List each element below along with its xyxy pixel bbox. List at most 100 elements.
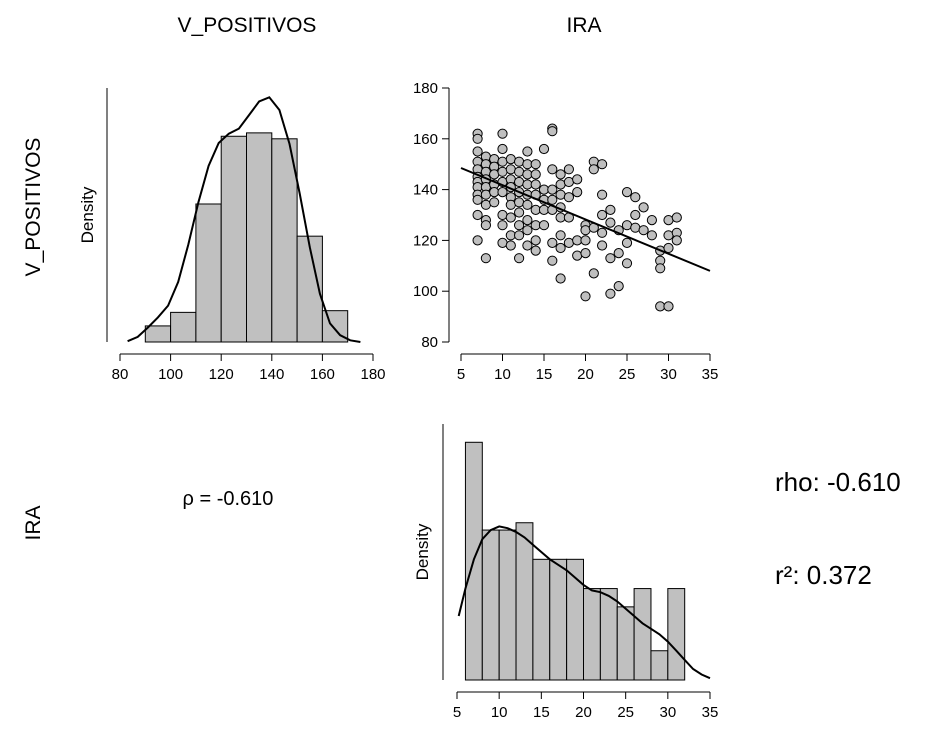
- histogram-v-positivos: Density 80 100 120 140 160 180: [78, 88, 386, 383]
- x-axis: 80 100 120 140 160 180: [112, 353, 386, 383]
- x-tick-label: 35: [702, 366, 719, 383]
- scatter-point: [514, 197, 525, 208]
- scatter-point: [597, 189, 608, 200]
- scatter-point: [497, 220, 508, 231]
- y-tick-label: 80: [421, 334, 438, 351]
- x-tick-label: 10: [494, 366, 511, 383]
- scatter-point: [497, 143, 508, 155]
- row-header-ira: IRA: [22, 505, 45, 540]
- scatter-point: [580, 225, 591, 236]
- scatter-point: [671, 212, 682, 223]
- scatter-point: [514, 253, 525, 264]
- histogram-bar: [195, 203, 222, 343]
- x-tick-label: 160: [310, 366, 335, 383]
- scatter-point: [655, 263, 666, 274]
- histogram-bar: [583, 588, 601, 681]
- x-tick-label: 30: [659, 704, 676, 721]
- scatter-point: [505, 154, 516, 165]
- x-tick-label: 180: [360, 366, 385, 383]
- scatter-point: [671, 235, 682, 246]
- x-tick-label: 35: [702, 704, 719, 721]
- scatter-point: [538, 143, 550, 155]
- scatter-point: [522, 225, 533, 236]
- scatter-point: [497, 209, 508, 221]
- scatter-point: [472, 133, 483, 144]
- histogram-bar: [271, 138, 298, 343]
- scatter-point: [538, 220, 550, 231]
- histogram-bar: [549, 558, 568, 681]
- scatter-point: [489, 197, 500, 208]
- scatter-point: [555, 189, 566, 200]
- scatter-point: [597, 209, 608, 221]
- histogram-bar: [498, 529, 517, 681]
- scatter-point: [530, 179, 541, 190]
- scatter-point: [505, 164, 516, 175]
- scatter-point: [555, 273, 566, 284]
- scatter-point: [597, 240, 608, 251]
- scatter-point: [472, 194, 483, 205]
- scatter-point: [605, 217, 616, 228]
- x-tick-label: 5: [457, 366, 465, 383]
- scatter-point: [480, 220, 491, 231]
- scatter-point: [530, 245, 541, 256]
- x-tick-label: 80: [112, 366, 129, 383]
- y-tick-label: 100: [413, 283, 438, 300]
- scatter-ira-vs-v-positivos: 80 100 120 140 160 180 5 10 15 20 25 30 35: [413, 80, 718, 383]
- scatter-point: [505, 240, 516, 251]
- x-tick-label: 10: [491, 704, 508, 721]
- density-label: Density: [413, 523, 432, 580]
- scatter-point: [514, 230, 525, 241]
- scatter-point: [514, 207, 525, 218]
- histogram-bar: [650, 650, 669, 681]
- scatter-point: [522, 215, 533, 226]
- scatter-point: [563, 237, 575, 248]
- scatter-point: [572, 174, 583, 185]
- scatter-point: [605, 204, 616, 215]
- histogram-bar: [599, 588, 618, 681]
- scatter-point: [472, 146, 483, 157]
- rho-side-label: rho: -0.610: [775, 467, 901, 497]
- scatter-point: [514, 176, 525, 188]
- y-tick-label: 120: [413, 232, 438, 249]
- scatter-point: [613, 248, 624, 259]
- scatter-point: [547, 255, 558, 266]
- histogram-bar: [144, 325, 172, 343]
- y-tick-label: 180: [413, 80, 438, 97]
- scatter-point: [663, 230, 674, 241]
- scatter-point: [621, 237, 633, 248]
- regression-line: [460, 167, 711, 272]
- column-header-ira: IRA: [566, 14, 601, 37]
- histogram-bar: [616, 606, 635, 681]
- histogram-bar: [532, 558, 551, 681]
- scatter-point: [638, 202, 649, 213]
- x-tick-label: 20: [575, 704, 592, 721]
- x-tick-label: 120: [209, 366, 234, 383]
- x-axis: 5 10 15 20 25 30 35: [453, 691, 719, 721]
- scatter-point: [630, 222, 641, 233]
- scatter-point: [580, 248, 591, 259]
- scatter-point: [497, 166, 508, 177]
- r2-side-label: r²: 0.372: [775, 560, 872, 590]
- scatter-point: [530, 169, 541, 180]
- scatter-point: [514, 220, 525, 231]
- scatter-point: [505, 212, 516, 223]
- histogram-bar: [633, 588, 652, 681]
- histogram-bar: [246, 132, 273, 343]
- scatter-point: [555, 169, 566, 180]
- histogram-bar: [667, 588, 686, 681]
- row-header-v-positivos: V_POSITIVOS: [22, 138, 45, 277]
- scatter-point: [646, 215, 658, 226]
- scatter-point: [555, 230, 566, 241]
- scatter-point: [597, 159, 608, 170]
- scatter-point: [497, 187, 508, 198]
- scatter-point: [563, 164, 575, 175]
- scatter-point: [514, 156, 525, 167]
- scatter-point: [547, 164, 558, 175]
- x-tick-label: 140: [259, 366, 284, 383]
- scatter-point: [580, 291, 591, 302]
- scatter-point: [547, 126, 558, 137]
- scatter-point: [505, 199, 516, 210]
- scatter-point: [497, 156, 508, 167]
- scatter-point: [597, 227, 608, 238]
